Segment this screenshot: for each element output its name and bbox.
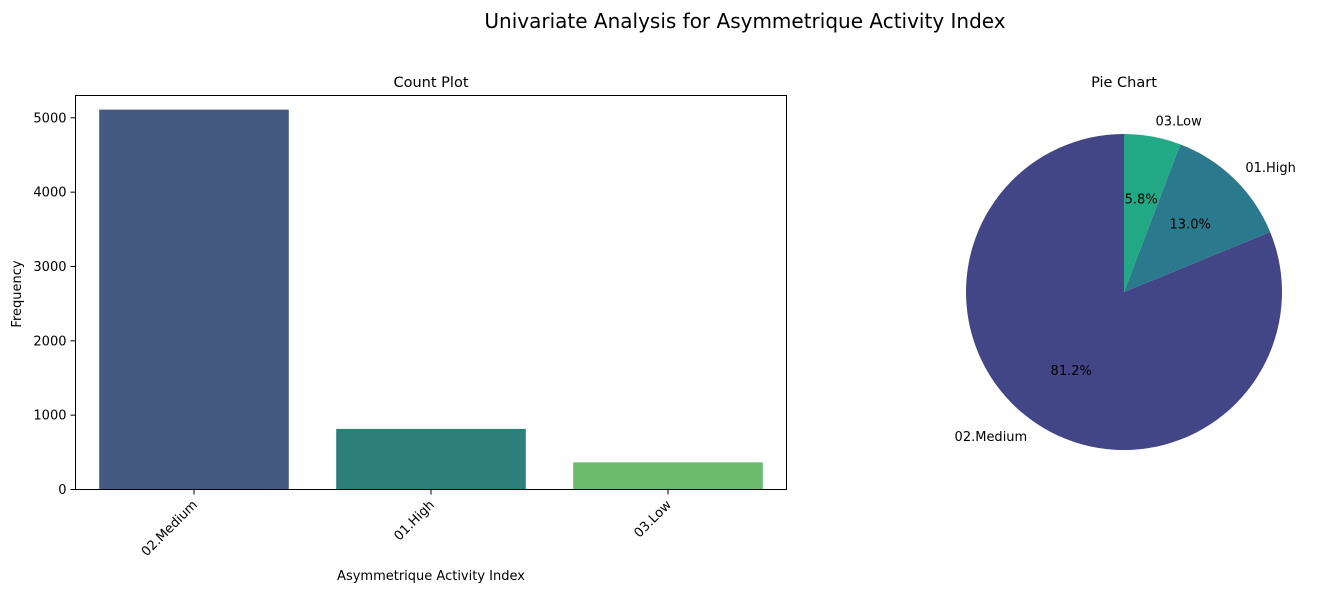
- x-axis-label: Asymmetrique Activity Index: [337, 569, 525, 584]
- y-axis-label: Frequency: [10, 260, 25, 327]
- bar-marks: [99, 109, 763, 490]
- count-plot-title: Count Plot: [394, 75, 469, 91]
- y-tick-label: 0: [58, 483, 66, 498]
- y-tick-label: 4000: [33, 186, 66, 201]
- figure-suptitle: Univariate Analysis for Asymmetrique Act…: [484, 9, 1005, 33]
- plot-frame: [75, 95, 787, 490]
- pie-pct-label: 81.2%: [1051, 364, 1092, 379]
- y-tick-label: 1000: [33, 409, 66, 424]
- x-tick-label: 01.High: [391, 498, 437, 544]
- y-axis-ticks: 0 1000 2000 3000 4000 5000: [33, 111, 76, 498]
- count-plot: Count Plot 0 1000 2000 3000 4000 5000 02.Medi…: [10, 75, 787, 584]
- y-tick-label: 2000: [33, 334, 66, 349]
- x-axis-ticks: 02.Medium 01.High 03.Low: [139, 489, 675, 560]
- y-tick-label: 3000: [33, 260, 66, 275]
- bar-01-high: [336, 428, 526, 490]
- bar-03-low: [573, 462, 763, 490]
- x-tick-label: 02.Medium: [139, 498, 201, 560]
- pie-label-02-medium: 02.Medium: [955, 430, 1028, 445]
- pie-label-01-high: 01.High: [1245, 161, 1296, 176]
- pie-slices: [966, 134, 1282, 451]
- pie-labels: 02.Medium 81.2% 01.High 13.0% 03.Low 5.8%: [955, 115, 1296, 445]
- x-tick-label: 03.Low: [631, 497, 675, 541]
- bar-02-medium: [99, 109, 289, 490]
- pie-slice-03-low: [1124, 134, 1181, 292]
- pie-pct-label: 13.0%: [1170, 218, 1211, 233]
- pie-slice-01-high: [1124, 144, 1271, 292]
- y-tick-label: 5000: [33, 111, 66, 126]
- pie-chart: Pie Chart 02.Medium 81.2% 01.High 13.0% 03.L…: [955, 75, 1296, 451]
- pie-chart-title: Pie Chart: [1091, 75, 1157, 91]
- pie-label-03-low: 03.Low: [1155, 115, 1202, 130]
- pie-pct-label: 5.8%: [1125, 192, 1158, 207]
